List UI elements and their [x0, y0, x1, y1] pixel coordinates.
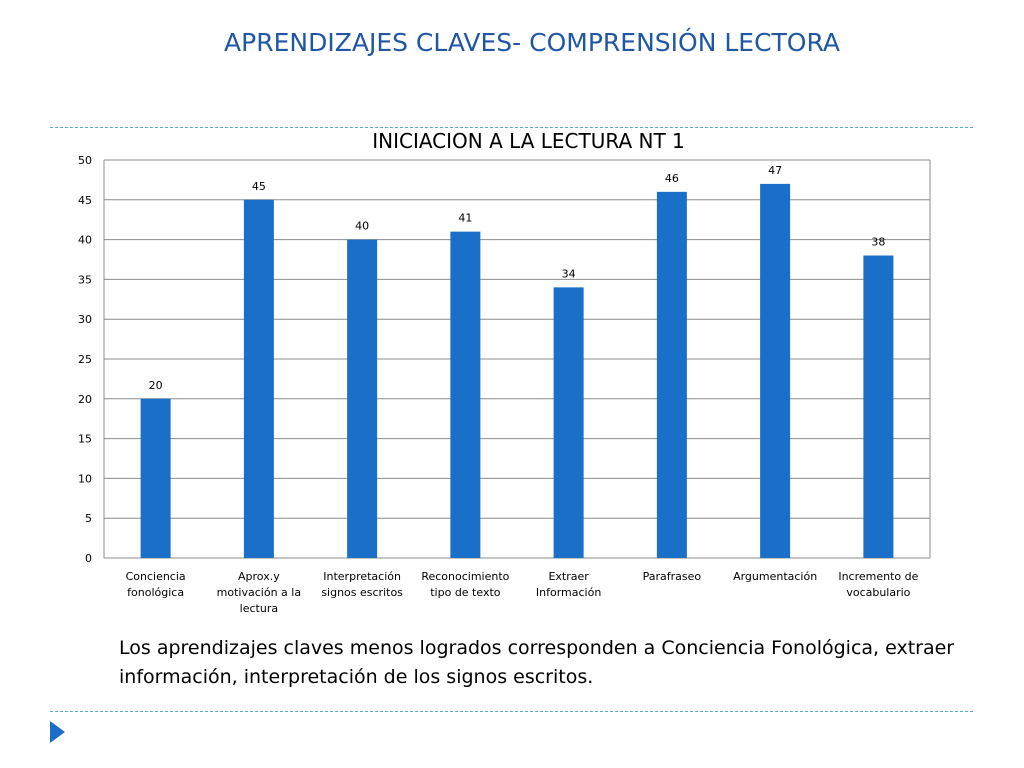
y-tick-label: 30 [78, 313, 92, 326]
data-label: 40 [355, 220, 369, 233]
x-tick-label: Conciencia fonológica [126, 570, 186, 599]
x-tick-label: Aprox.y motivación a la lectura [217, 570, 301, 615]
bar [553, 287, 584, 558]
bar [243, 199, 274, 559]
data-label: 45 [252, 180, 266, 193]
bottom-divider [50, 711, 973, 712]
x-tick-label: Interpretación signos escritos [321, 570, 403, 599]
top-divider [50, 127, 973, 128]
bar [760, 183, 791, 558]
slide-title: APRENDIZAJES CLAVES- COMPRENSIÓN LECTORA [224, 28, 840, 57]
y-tick-label: 35 [78, 273, 92, 286]
y-tick-label: 5 [85, 512, 92, 525]
chart-title: INICIACION A LA LECTURA NT 1 [372, 129, 685, 153]
caption-text: Los aprendizajes claves menos logrados c… [119, 637, 955, 688]
data-label: 34 [562, 267, 576, 280]
y-tick-label: 20 [78, 393, 92, 406]
data-label: 41 [458, 212, 472, 225]
bar [863, 255, 894, 558]
x-tick-label: Incremento de vocabulario [838, 570, 918, 599]
x-tick-label: Argumentación [733, 570, 817, 583]
y-tick-label: 15 [78, 433, 92, 446]
x-tick-label: Extraer Información [536, 570, 601, 599]
x-tick-label: Reconocimiento tipo de texto [421, 570, 509, 599]
bar [140, 398, 171, 558]
data-label: 47 [768, 164, 782, 177]
bar [347, 239, 378, 558]
bar [450, 231, 481, 558]
x-tick-label: Parafraseo [643, 570, 702, 583]
y-tick-label: 40 [78, 234, 92, 247]
bar [656, 191, 687, 558]
data-label: 38 [871, 236, 885, 249]
bar-chart: 0 5 10 15 20 25 30 35 40 45 50 20 Conciencia fonológi… [78, 154, 931, 615]
y-tick-label: 45 [78, 194, 92, 207]
y-tick-label: 25 [78, 353, 92, 366]
y-tick-label: 50 [78, 154, 92, 167]
play-icon[interactable] [50, 721, 65, 743]
y-tick-label: 10 [78, 472, 92, 485]
y-tick-label: 0 [85, 552, 92, 565]
data-label: 20 [149, 379, 163, 392]
data-label: 46 [665, 172, 679, 185]
